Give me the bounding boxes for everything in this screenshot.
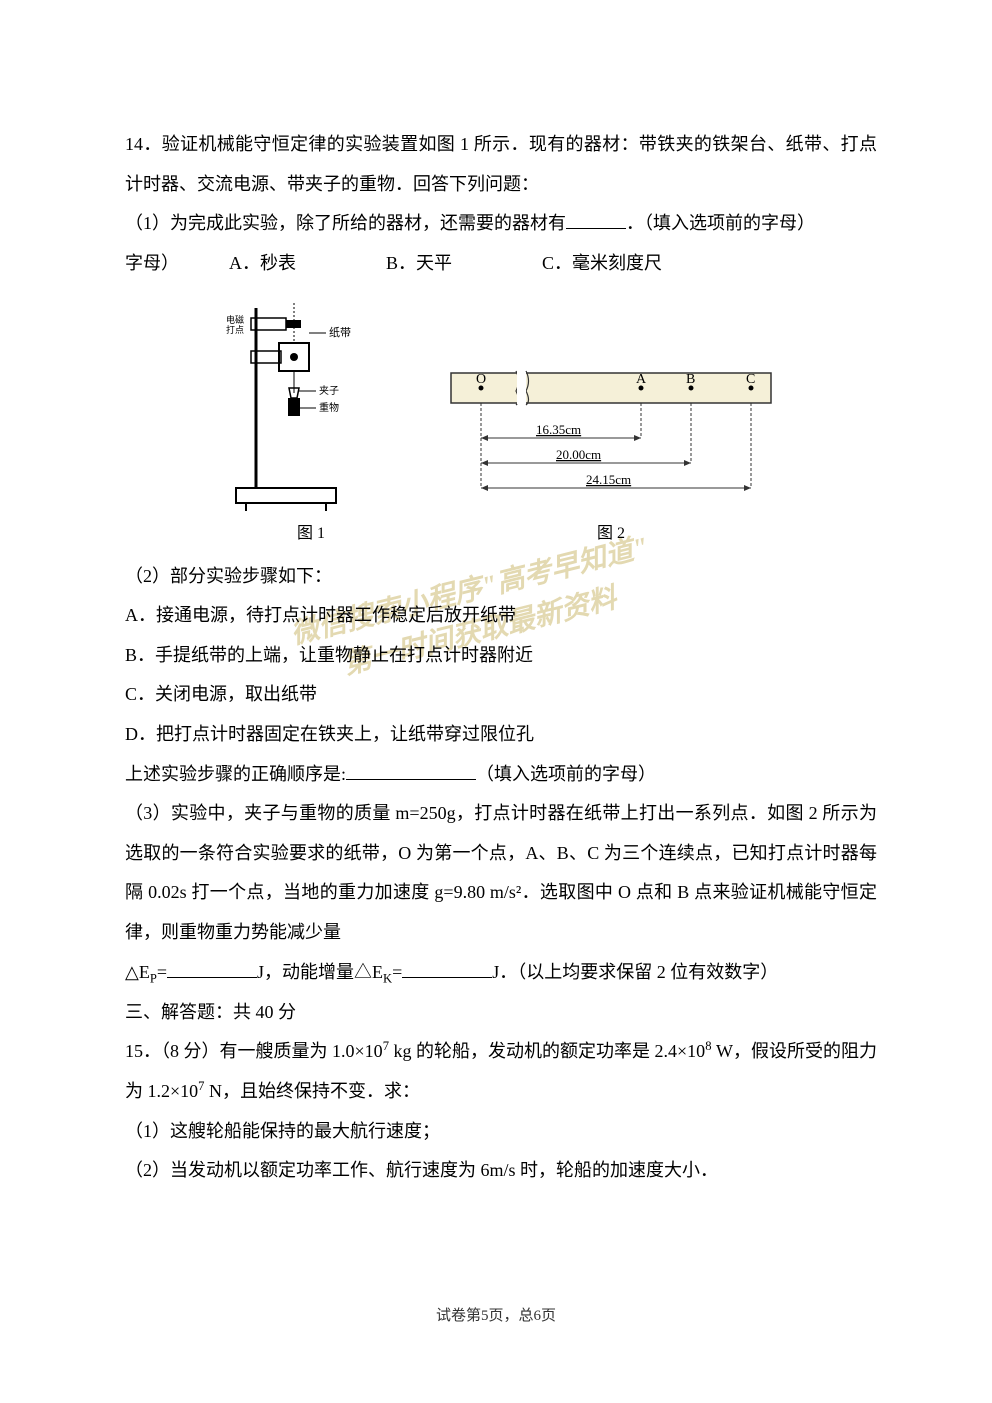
svg-text:夹子: 夹子 <box>319 384 339 397</box>
q15-p4: N，且始终保持不变．求： <box>204 1081 420 1101</box>
blank-order <box>346 760 476 780</box>
ek-sub: K <box>383 971 392 985</box>
q14-step-c: C．关闭电源，取出纸带 <box>125 675 877 715</box>
figure2-svg: O A B C 16.35cm 20.00cm <box>441 363 781 513</box>
q14-intro-text: 验证机械能守恒定律的实验装置如图 1 所示．现有的器材：带铁夹的铁架台、纸带、打… <box>125 134 877 194</box>
q15-sub1: （1）这艘轮船能保持的最大航行速度； <box>125 1112 877 1152</box>
option-b: B．天平 <box>386 244 452 284</box>
q14-part1: （1）为完成此实验，除了所给的器材，还需要的器材有 ．（填入选项前的字母） <box>125 204 877 244</box>
unit1: J， <box>257 962 282 982</box>
q14-part3-line1: （3）实验中，夹子与重物的质量 m=250g，打点计时器在纸带上打出一系列点．如… <box>125 794 877 952</box>
ep-sub: P <box>150 971 157 985</box>
q14-part1-end: ．（填入选项前的字母） <box>626 213 815 233</box>
q14-part1-start: （1）为完成此实验，除了所给的器材，还需要的器材有 <box>125 213 566 233</box>
blank-fill <box>566 209 626 229</box>
end-text: J．（以上均要求保留 2 位有效数字） <box>492 962 778 982</box>
q14-step-d: D．把打点计时器固定在铁夹上，让纸带穿过限位孔 <box>125 715 877 755</box>
svg-text:重物: 重物 <box>319 401 339 414</box>
option-prefix: 字母） <box>125 244 179 284</box>
svg-text:电磁: 电磁 <box>226 314 244 325</box>
q14-number: 14． <box>125 134 162 154</box>
mark-C: C <box>746 372 755 387</box>
mark-O: O <box>476 372 486 387</box>
q14-part2-title: （2）部分实验步骤如下： <box>125 557 877 597</box>
eq2: = <box>392 962 402 982</box>
q15-p1: 15．（8 分）有一艘质量为 1.0×10 <box>125 1041 383 1061</box>
ep-label: △E <box>125 962 150 982</box>
option-c: C．毫米刻度尺 <box>542 244 662 284</box>
q15-sub2: （2）当发动机以额定功率工作、航行速度为 6m/s 时，轮船的加速度大小． <box>125 1151 877 1191</box>
page-footer: 试卷第5页，总6页 <box>0 1300 992 1333</box>
q15-p2: kg 的轮船，发动机的额定功率是 2.4×10 <box>389 1041 705 1061</box>
q14-intro: 14．验证机械能守恒定律的实验装置如图 1 所示．现有的器材：带铁夹的铁架台、纸… <box>125 125 877 204</box>
figure1-svg: 电磁 打点 纸带 夹子 重物 <box>221 293 401 513</box>
q14-part3-blanks: △EP=J，动能增量△EK=J．（以上均要求保留 2 位有效数字） <box>125 953 877 993</box>
blank-ek <box>402 958 492 978</box>
q14-order-prompt: 上述实验步骤的正确顺序是: （填入选项前的字母） <box>125 755 877 795</box>
figure2-wrap: O A B C 16.35cm 20.00cm <box>441 363 781 551</box>
mark-A: A <box>636 372 647 387</box>
svg-text:纸带: 纸带 <box>329 326 351 339</box>
figure1-wrap: 电磁 打点 纸带 夹子 重物 图 1 <box>221 293 401 551</box>
figures-container: 电磁 打点 纸带 夹子 重物 图 1 O A B C <box>125 293 877 551</box>
blank-ep <box>167 958 257 978</box>
order-end: （填入选项前的字母） <box>476 764 656 784</box>
svg-text:打点: 打点 <box>226 324 244 335</box>
fig2-caption: 图 2 <box>597 516 625 551</box>
q14-step-a: A．接通电源，待打点计时器工作稳定后放开纸带 <box>125 596 877 636</box>
section3-title: 三、解答题：共 40 分 <box>125 993 877 1033</box>
option-a: A．秒表 <box>229 244 296 284</box>
q14-step-b: B．手提纸带的上端，让重物静止在打点计时器附近 <box>125 636 877 676</box>
q14-part1-options: 字母） A．秒表 B．天平 C．毫米刻度尺 <box>125 244 877 284</box>
eq1: = <box>157 962 167 982</box>
svg-text:24.15cm: 24.15cm <box>586 472 631 487</box>
svg-text:16.35cm: 16.35cm <box>536 422 581 437</box>
mark-B: B <box>686 372 695 387</box>
order-start: 上述实验步骤的正确顺序是: <box>125 764 346 784</box>
fig1-caption: 图 1 <box>297 516 325 551</box>
ek-text: 动能增量△E <box>282 962 383 982</box>
svg-text:20.00cm: 20.00cm <box>556 447 601 462</box>
q15-intro: 15．（8 分）有一艘质量为 1.0×107 kg 的轮船，发动机的额定功率是 … <box>125 1032 877 1111</box>
